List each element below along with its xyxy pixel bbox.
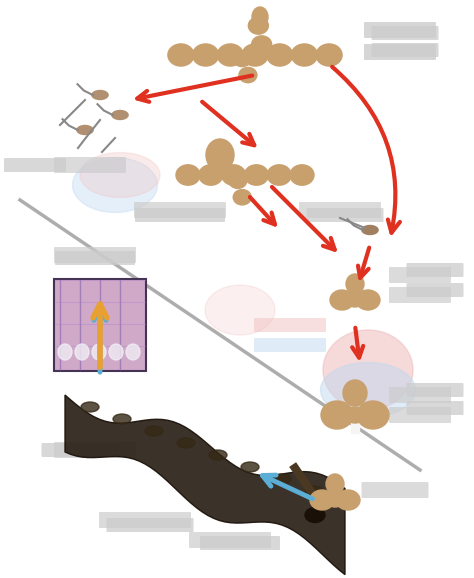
Ellipse shape: [233, 190, 251, 205]
FancyBboxPatch shape: [107, 518, 193, 532]
FancyBboxPatch shape: [372, 43, 438, 57]
Ellipse shape: [73, 157, 157, 213]
FancyBboxPatch shape: [407, 383, 464, 397]
Ellipse shape: [357, 401, 389, 429]
FancyBboxPatch shape: [189, 532, 271, 548]
FancyBboxPatch shape: [407, 263, 464, 277]
Ellipse shape: [326, 474, 344, 494]
Ellipse shape: [267, 44, 293, 66]
FancyBboxPatch shape: [135, 208, 225, 222]
Ellipse shape: [305, 486, 323, 496]
FancyBboxPatch shape: [99, 512, 191, 528]
FancyBboxPatch shape: [341, 408, 369, 422]
FancyBboxPatch shape: [362, 482, 428, 498]
FancyBboxPatch shape: [389, 287, 451, 303]
FancyBboxPatch shape: [54, 157, 126, 173]
FancyBboxPatch shape: [200, 536, 280, 550]
FancyBboxPatch shape: [55, 251, 135, 265]
Ellipse shape: [326, 493, 344, 507]
Ellipse shape: [233, 51, 251, 66]
Ellipse shape: [248, 17, 268, 34]
Bar: [351, 423, 359, 433]
Ellipse shape: [252, 36, 272, 53]
Ellipse shape: [112, 110, 128, 120]
Ellipse shape: [320, 362, 416, 417]
Ellipse shape: [241, 462, 259, 472]
Ellipse shape: [81, 402, 99, 412]
Ellipse shape: [310, 490, 334, 510]
Ellipse shape: [321, 401, 353, 429]
FancyBboxPatch shape: [254, 338, 326, 352]
Ellipse shape: [252, 7, 268, 27]
Ellipse shape: [176, 165, 200, 185]
FancyBboxPatch shape: [389, 267, 451, 283]
Ellipse shape: [222, 165, 246, 185]
Ellipse shape: [177, 438, 195, 448]
Ellipse shape: [145, 426, 163, 436]
FancyBboxPatch shape: [54, 279, 146, 371]
FancyBboxPatch shape: [299, 202, 381, 218]
FancyBboxPatch shape: [4, 158, 66, 172]
Ellipse shape: [77, 125, 93, 135]
Ellipse shape: [362, 225, 378, 235]
Ellipse shape: [343, 380, 367, 406]
Ellipse shape: [356, 290, 380, 310]
Ellipse shape: [273, 474, 291, 484]
Ellipse shape: [168, 44, 194, 66]
FancyBboxPatch shape: [54, 442, 136, 458]
Ellipse shape: [239, 68, 257, 83]
Ellipse shape: [316, 44, 342, 66]
Ellipse shape: [206, 139, 234, 171]
Ellipse shape: [346, 293, 364, 307]
Ellipse shape: [209, 450, 227, 460]
Ellipse shape: [75, 344, 89, 360]
FancyBboxPatch shape: [364, 44, 436, 60]
FancyBboxPatch shape: [407, 283, 464, 297]
Ellipse shape: [80, 153, 160, 198]
Ellipse shape: [192, 44, 219, 66]
Ellipse shape: [323, 330, 413, 410]
Ellipse shape: [330, 290, 354, 310]
Ellipse shape: [109, 344, 123, 360]
Ellipse shape: [346, 274, 364, 294]
Ellipse shape: [305, 507, 325, 523]
FancyBboxPatch shape: [134, 202, 226, 218]
Ellipse shape: [242, 44, 268, 66]
FancyBboxPatch shape: [54, 247, 136, 263]
Ellipse shape: [205, 285, 275, 335]
Ellipse shape: [345, 407, 365, 423]
Ellipse shape: [58, 344, 72, 360]
FancyBboxPatch shape: [389, 387, 451, 403]
Ellipse shape: [199, 165, 223, 185]
FancyBboxPatch shape: [372, 26, 438, 40]
Ellipse shape: [336, 490, 360, 510]
FancyBboxPatch shape: [364, 22, 436, 38]
Ellipse shape: [245, 165, 268, 185]
Ellipse shape: [126, 344, 140, 360]
Ellipse shape: [92, 91, 108, 99]
FancyBboxPatch shape: [307, 208, 383, 222]
Ellipse shape: [217, 44, 243, 66]
FancyBboxPatch shape: [389, 407, 451, 423]
Ellipse shape: [290, 165, 314, 185]
Ellipse shape: [229, 173, 247, 188]
Ellipse shape: [113, 414, 131, 424]
Polygon shape: [65, 395, 345, 575]
Ellipse shape: [267, 165, 291, 185]
Ellipse shape: [292, 44, 318, 66]
FancyBboxPatch shape: [254, 318, 326, 332]
FancyBboxPatch shape: [407, 401, 464, 415]
FancyBboxPatch shape: [42, 443, 118, 457]
Ellipse shape: [92, 344, 106, 360]
